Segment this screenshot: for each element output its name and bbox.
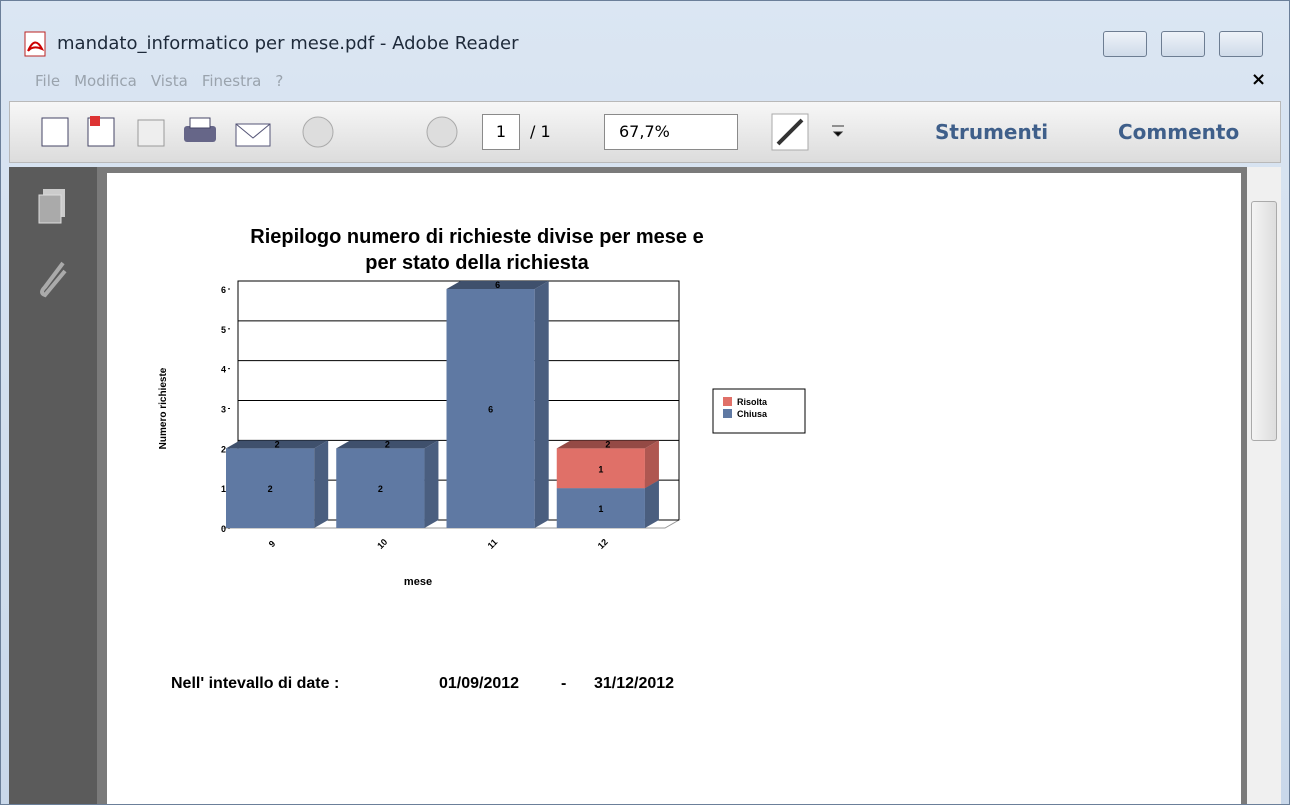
x-tick-label: 9 xyxy=(267,539,278,550)
start-date: 01/09/2012 xyxy=(439,675,520,692)
zoom-input[interactable]: 67,7% xyxy=(604,114,738,150)
menu-item[interactable]: ? xyxy=(275,72,284,90)
bar-side xyxy=(644,440,659,489)
tools-button[interactable]: Strumenti xyxy=(935,120,1049,144)
comment-button[interactable]: Commento xyxy=(1118,120,1240,144)
menu-item[interactable]: File xyxy=(35,72,61,90)
y-tick-label: 3 xyxy=(221,405,226,415)
legend-label: Chiusa xyxy=(737,409,768,419)
bar-top xyxy=(226,440,329,449)
y-tick-label: 5 xyxy=(221,325,226,335)
side-icons xyxy=(38,189,67,298)
y-axis-label: Numero richieste xyxy=(158,367,169,449)
x-axis-label: mese xyxy=(404,576,432,588)
legend-swatch xyxy=(723,409,732,418)
bar xyxy=(556,440,659,489)
total-label: 2 xyxy=(275,439,280,449)
separator: - xyxy=(561,675,567,692)
total-label: 6 xyxy=(495,280,500,290)
bar xyxy=(556,480,659,528)
minimize-button[interactable] xyxy=(1103,31,1147,57)
y-tick-label: 0 xyxy=(221,524,226,534)
y-tick-label: 4 xyxy=(221,365,226,375)
total-label: 2 xyxy=(605,439,610,449)
page-input[interactable]: 1 xyxy=(482,114,520,150)
x-tick-label: 11 xyxy=(486,537,500,551)
bar-top xyxy=(446,281,549,289)
bar-side xyxy=(534,281,549,528)
bar-side xyxy=(424,440,439,528)
bar-front xyxy=(556,448,645,489)
maximize-button[interactable] xyxy=(1161,31,1205,57)
y-tick-label: 6 xyxy=(221,285,226,295)
bar xyxy=(446,281,549,528)
range-label: Nell' intevallo di date : xyxy=(171,675,340,692)
y-tick-label: 2 xyxy=(221,444,226,454)
legend-swatch xyxy=(723,397,732,406)
bar-front xyxy=(446,289,535,528)
close-button[interactable] xyxy=(1219,31,1263,57)
x-tick-label: 10 xyxy=(375,537,389,551)
bar xyxy=(226,440,329,528)
bar-front xyxy=(556,488,645,528)
bar-side xyxy=(314,440,329,528)
app-icon xyxy=(24,31,46,57)
total-label: 2 xyxy=(385,439,390,449)
bar-front xyxy=(226,448,315,528)
x-tick-label: 12 xyxy=(596,537,610,551)
data-label: 2 xyxy=(268,484,273,494)
bar-top xyxy=(556,440,659,449)
data-label: 1 xyxy=(598,464,603,474)
chart-title: Riepilogo numero di richieste divise per… xyxy=(250,226,703,274)
window-title: mandato_informatico per mese.pdf - Adobe… xyxy=(57,33,519,54)
y-tick-label: 1 xyxy=(221,484,226,494)
toolbar: 1 / 1 67,7% Strumenti Commento xyxy=(9,101,1281,163)
fit-icon[interactable] xyxy=(770,112,850,152)
bar-top xyxy=(336,440,439,449)
toolbar-icons xyxy=(41,116,334,148)
bar-side xyxy=(644,480,659,528)
data-label: 6 xyxy=(488,405,493,415)
menu-item[interactable]: Modifica xyxy=(74,72,137,90)
next-page-icon[interactable] xyxy=(422,112,462,152)
bar-front xyxy=(336,448,425,528)
close-doc[interactable]: × xyxy=(1251,69,1267,90)
menu-item[interactable]: Vista xyxy=(150,72,188,90)
side-panel xyxy=(9,167,97,804)
end-date: 31/12/2012 xyxy=(594,675,675,692)
menu-bar: File Modifica Vista Finestra? xyxy=(35,71,297,90)
data-label: 1 xyxy=(598,504,603,514)
bar xyxy=(336,440,439,528)
data-label: 2 xyxy=(378,484,383,494)
legend: Risolta Chiusa xyxy=(712,388,806,434)
legend-label: Risolta xyxy=(737,397,768,407)
menu-item[interactable]: Finestra xyxy=(201,72,262,90)
scrollbar[interactable] xyxy=(1247,167,1281,804)
page-total: / 1 xyxy=(530,122,551,141)
